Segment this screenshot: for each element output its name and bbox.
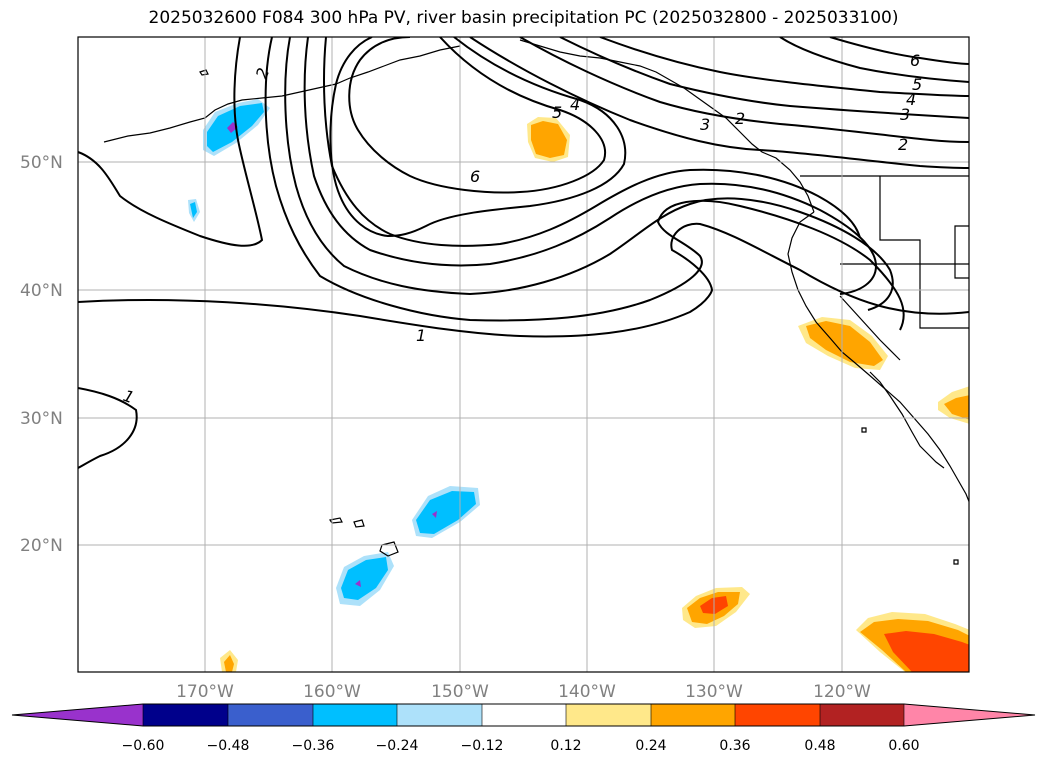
pv-label-3-ne: 3	[900, 105, 910, 124]
pv-label-3-a: 3	[700, 115, 710, 134]
pv-contours	[78, 37, 969, 469]
colorbar-tick: −0.24	[376, 738, 419, 754]
pv-label-6-center: 6	[470, 167, 480, 186]
colorbar-tick: 0.36	[719, 738, 750, 754]
lon-label-150w: 150°W	[431, 682, 489, 702]
lon-label-160w: 160°W	[303, 682, 361, 702]
pv-label-4: 4	[570, 95, 580, 114]
lat-label-50n: 50°N	[20, 153, 63, 173]
colorbar: −0.60 −0.48 −0.36 −0.24 −0.12 0.12 0.24 …	[11, 703, 1036, 754]
map-frame	[77, 36, 970, 673]
colorbar-segment	[313, 704, 397, 726]
colorbar-tick: 0.60	[888, 738, 919, 754]
map-title: 2025032600 F084 300 hPa PV, river basin …	[148, 8, 899, 28]
lon-label-120w: 120°W	[813, 682, 871, 702]
colorbar-extend-left	[12, 704, 143, 726]
colorbar-segment	[228, 704, 313, 726]
colorbar-tick: −0.36	[292, 738, 335, 754]
pv-contour-6	[348, 37, 607, 194]
colorbar-segment	[397, 704, 482, 726]
pv-label-5-ne: 5	[912, 75, 922, 94]
pv-label-4-ne: 4	[906, 90, 916, 109]
pv-label-6-ne: 6	[910, 51, 920, 70]
colorbar-tick: −0.60	[122, 738, 165, 754]
colorbar-tick: 0.48	[804, 738, 835, 754]
colorbar-segment	[735, 704, 820, 726]
latitude-labels: 50°N 40°N 30°N 20°N	[20, 153, 63, 556]
pv-contour-1	[78, 222, 969, 338]
colorbar-tick: 0.12	[550, 738, 581, 754]
colorbar-segment	[820, 704, 904, 726]
colorbar-extend-right	[904, 704, 1035, 726]
lat-label-30n: 30°N	[20, 409, 63, 429]
pv-labels: 2 6 5 4 3 2 6 5 4 3 2 1 1	[121, 51, 923, 407]
lon-label-140w: 140°W	[558, 682, 616, 702]
pv-contour-2	[264, 37, 905, 331]
pv-label-1: 1	[416, 326, 426, 345]
precip-shading	[188, 99, 969, 672]
colorbar-segment	[143, 704, 228, 726]
pv-label-2-a: 2	[735, 109, 745, 128]
lon-label-170w: 170°W	[176, 682, 234, 702]
colorbar-tick: −0.48	[207, 738, 250, 754]
colorbar-tick: 0.24	[635, 738, 666, 754]
pv-label-2-ne: 2	[898, 135, 908, 154]
longitude-labels: 170°W 160°W 150°W 140°W 130°W 120°W	[176, 682, 871, 702]
lat-label-20n: 20°N	[20, 536, 63, 556]
colorbar-segment	[482, 704, 566, 726]
colorbar-tick: −0.12	[461, 738, 504, 754]
lon-label-130w: 130°W	[685, 682, 743, 702]
graticule	[78, 37, 969, 672]
pv-label-5: 5	[552, 103, 562, 122]
colorbar-segment	[566, 704, 651, 726]
lat-label-40n: 40°N	[20, 281, 63, 301]
colorbar-segment	[651, 704, 735, 726]
